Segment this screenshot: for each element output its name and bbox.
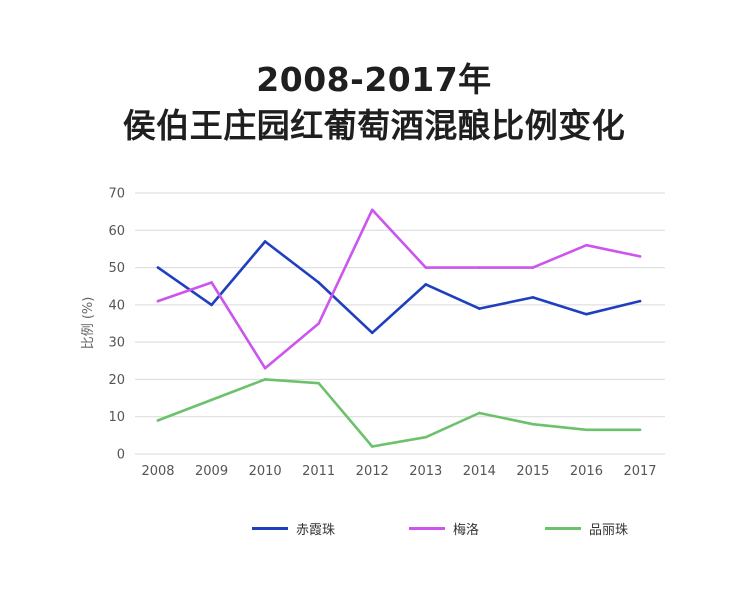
data-point-1-2014: [478, 266, 481, 269]
legend-swatch-2: [545, 526, 581, 530]
x-tick-label-2014: 2014: [463, 464, 496, 479]
y-tick-label-50: 50: [108, 261, 125, 276]
legend-swatch-0: [252, 526, 288, 530]
data-point-1-2017: [638, 255, 642, 258]
data-point-0-2014: [478, 307, 481, 310]
y-tick-label-30: 30: [108, 336, 125, 351]
chart-legend: 赤霞珠 梅洛 品丽珠: [0, 518, 748, 538]
data-point-2-2013: [424, 435, 428, 439]
legend-swatch-1: [409, 526, 445, 530]
x-tick-label-2008: 2008: [141, 464, 174, 479]
data-point-0-2012: [370, 331, 374, 335]
series-line-1: [156, 208, 642, 370]
data-point-0-2009: [210, 303, 213, 307]
data-point-0-2013: [424, 283, 428, 286]
legend-label-2: 品丽珠: [589, 522, 629, 538]
data-point-2-2012: [370, 445, 374, 448]
data-point-1-2011: [317, 322, 320, 325]
y-tick-label-40: 40: [108, 298, 125, 313]
data-point-1-2016: [585, 243, 588, 247]
y-tick-label-20: 20: [108, 373, 125, 388]
series-line-2: [156, 378, 642, 448]
x-tick-label-2011: 2011: [302, 464, 335, 479]
data-point-1-2009: [210, 281, 213, 284]
x-tick-label-2015: 2015: [516, 464, 549, 479]
data-point-0-2011: [317, 281, 320, 284]
y-tick-label-70: 70: [108, 187, 125, 202]
legend-label-0: 赤霞珠: [296, 522, 336, 538]
legend-item-1: 梅洛: [409, 518, 479, 538]
x-tick-label-2016: 2016: [570, 464, 603, 479]
data-point-0-2010: [263, 240, 267, 243]
data-point-0-2017: [638, 299, 642, 303]
legend-item-0: 赤霞珠: [252, 518, 335, 538]
data-point-1-2015: [531, 266, 535, 269]
chart-title-line-1: 2008-2017年: [256, 60, 492, 99]
y-tick-label-0: 0: [117, 448, 125, 463]
data-point-0-2008: [156, 266, 160, 269]
x-tick-label-2012: 2012: [356, 464, 389, 479]
x-tick-label-2010: 2010: [249, 464, 282, 479]
data-point-2-2010: [263, 378, 267, 381]
data-point-0-2016: [585, 312, 588, 316]
data-point-1-2013: [424, 266, 428, 269]
data-point-2-2015: [531, 422, 535, 426]
data-point-1-2012: [370, 208, 374, 212]
data-point-2-2009: [210, 398, 213, 402]
x-tick-label-2017: 2017: [623, 464, 656, 479]
legend-label-1: 梅洛: [453, 522, 480, 538]
series-line-0: [156, 240, 642, 335]
data-point-2-2016: [585, 428, 588, 432]
data-point-1-2010: [263, 366, 267, 370]
data-point-2-2017: [638, 428, 642, 432]
data-point-2-2008: [156, 419, 160, 422]
y-tick-label-60: 60: [108, 224, 125, 239]
legend-item-2: 品丽珠: [545, 518, 628, 538]
chart-title-line-2: 侯伯王庄园红葡萄酒混酿比例变化: [122, 106, 626, 145]
data-point-2-2014: [478, 411, 481, 415]
data-point-2-2011: [317, 381, 320, 385]
x-tick-label-2009: 2009: [195, 464, 228, 479]
data-point-0-2015: [531, 296, 535, 299]
data-point-1-2008: [156, 299, 160, 303]
y-axis-label: 比例 (%): [81, 297, 96, 350]
y-tick-label-10: 10: [108, 410, 125, 425]
x-tick-label-2013: 2013: [409, 464, 442, 479]
